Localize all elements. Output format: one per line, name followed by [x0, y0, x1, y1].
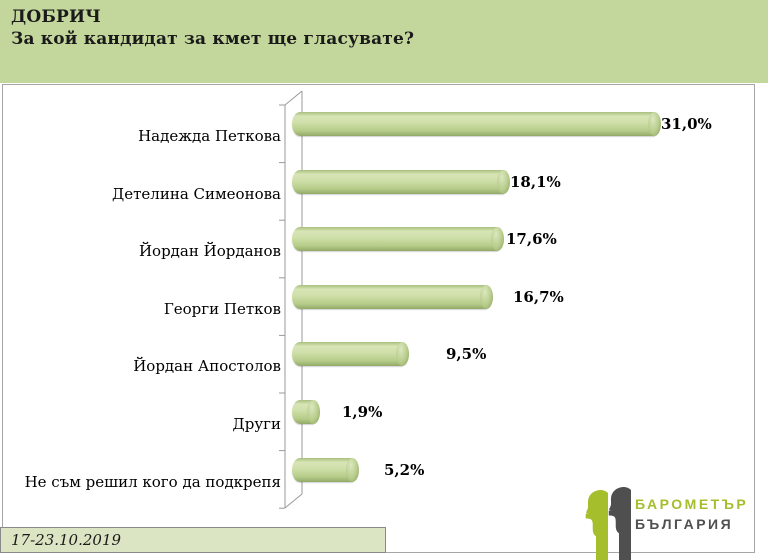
gray-face: { [603, 487, 633, 560]
chart-row: Не съм решил кого да подкрепя 5,2% [3, 451, 754, 509]
value-label: 17,6% [506, 230, 557, 249]
category-label: Други [232, 415, 281, 433]
face-profiles-icon: { { [583, 487, 633, 560]
bar-end-cap [497, 169, 510, 194]
green-face: { [583, 487, 613, 560]
bars-area: Надежда Петкова 31,0% Детелина Симеонова… [3, 85, 754, 552]
chart-row: Надежда Петкова 31,0% [3, 105, 754, 163]
value-label: 18,1% [510, 172, 561, 191]
category-label: Надежда Петкова [138, 127, 281, 145]
chart-bar [292, 169, 510, 194]
category-label: Детелина Симеонова [112, 184, 281, 203]
value-label: 5,2% [384, 460, 425, 479]
value-label: 16,7% [513, 287, 564, 306]
axis-ticks [279, 104, 285, 509]
chart-row: Детелина Симеонова 18,1% [3, 163, 754, 221]
chart-header: ДОБРИЧ За кой кандидат за кмет ще гласув… [0, 0, 768, 83]
bar-end-cap [648, 112, 661, 136]
bar-end-cap [307, 400, 320, 424]
category-label: Не съм решил кого да подкрепя [24, 472, 281, 491]
chart-row: Йордан Апостолов 9,5% [3, 335, 754, 393]
chart-bar [292, 284, 493, 309]
bar-end-cap [346, 457, 359, 482]
question-title: За кой кандидат за кмет ще гласувате? [11, 29, 415, 49]
axis-top-edge [284, 90, 303, 106]
logo-text-line2: БЪЛГАРИЯ [635, 516, 734, 532]
value-label: 31,0% [661, 115, 712, 133]
chart-bar [292, 457, 359, 482]
region-title: ДОБРИЧ [11, 7, 102, 27]
barometer-logo: { { БАРОМЕТЪР БЪЛГАРИЯ [583, 487, 758, 560]
bar-end-cap [396, 342, 409, 367]
survey-date: 17-23.10.2019 [11, 531, 122, 549]
bar-end-cap [491, 227, 504, 252]
axis-bottom-edge [284, 493, 303, 509]
bar-end-cap [480, 284, 493, 309]
logo-text-line1: БАРОМЕТЪР [635, 496, 749, 512]
chart-bar [292, 227, 504, 252]
value-label: 1,9% [342, 403, 383, 421]
chart-bar [292, 112, 661, 136]
category-label: Георги Петков [163, 299, 281, 318]
chart-panel: Надежда Петкова 31,0% Детелина Симеонова… [2, 84, 755, 553]
chart-row: Други 1,9% [3, 393, 754, 451]
category-label: Йордан Апостолов [133, 357, 281, 376]
value-label: 9,5% [446, 345, 487, 364]
chart-row: Йордан Йорданов 17,6% [3, 220, 754, 278]
survey-date-box: 17-23.10.2019 [0, 527, 386, 553]
chart-bar [292, 342, 409, 367]
chart-row: Георги Петков 16,7% [3, 278, 754, 336]
chart-bar [292, 400, 320, 424]
category-label: Йордан Йорданов [138, 242, 281, 261]
